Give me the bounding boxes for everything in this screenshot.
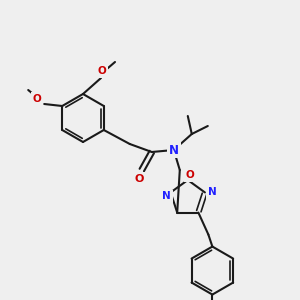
- Text: N: N: [169, 143, 179, 157]
- Text: O: O: [33, 94, 42, 104]
- Text: N: N: [208, 188, 216, 197]
- Text: O: O: [98, 66, 106, 76]
- Text: O: O: [134, 174, 143, 184]
- Text: N: N: [162, 191, 171, 201]
- Text: O: O: [185, 170, 194, 180]
